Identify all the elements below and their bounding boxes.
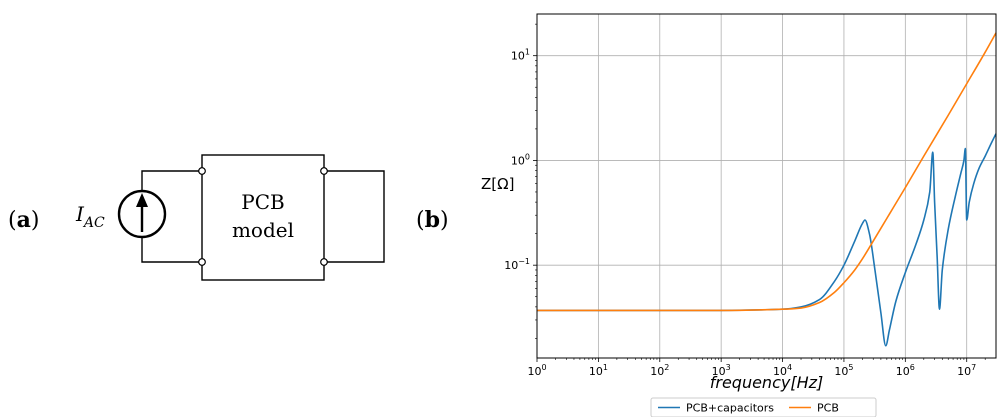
pcb-model-box bbox=[201, 154, 325, 281]
chart-tick-labels: 100 101 102 103 104 105 106 107 10−1 100 101 bbox=[504, 48, 976, 378]
terminal-in-top bbox=[198, 167, 206, 175]
x-tick-label: 103 bbox=[712, 363, 731, 378]
terminals bbox=[198, 167, 328, 266]
pcb-box-line1: PCB bbox=[241, 190, 284, 214]
chart-legend: PCB+capacitors PCB bbox=[650, 397, 877, 417]
current-source-circle bbox=[117, 189, 167, 239]
legend-label: PCB+capacitors bbox=[686, 402, 774, 415]
impedance-chart: 100 101 102 103 104 105 106 107 10−1 100 101 frequ… bbox=[481, 13, 997, 417]
chart-frame bbox=[536, 13, 997, 359]
chart-series bbox=[537, 32, 997, 347]
legend-box bbox=[650, 397, 877, 417]
x-tick-label: 101 bbox=[589, 363, 608, 378]
terminal-in-bottom bbox=[198, 258, 206, 266]
series-line-pcb bbox=[537, 32, 997, 312]
x-tick-label: 102 bbox=[650, 363, 669, 378]
x-tick-label: 100 bbox=[527, 363, 546, 378]
y-axis-label: Z[Ω] bbox=[481, 175, 514, 193]
panel-b-label: (b) bbox=[416, 207, 449, 233]
chart-grid bbox=[536, 14, 996, 358]
y-tick-label: 101 bbox=[511, 48, 530, 63]
pcb-box-line2: model bbox=[232, 218, 294, 242]
x-tick-label: 106 bbox=[896, 363, 915, 378]
terminal-out-bottom bbox=[320, 258, 328, 266]
panel-a: (a) IAC PCB model bbox=[8, 154, 385, 281]
circuit-wires bbox=[141, 170, 385, 263]
x-tick-label: 107 bbox=[957, 363, 976, 378]
terminal-out-top bbox=[320, 167, 328, 175]
x-tick-label: 104 bbox=[773, 363, 792, 378]
current-arrow-icon bbox=[136, 193, 148, 232]
y-tick-label: 100 bbox=[511, 152, 530, 167]
legend-label: PCB bbox=[817, 402, 839, 415]
y-tick-label: 10−1 bbox=[504, 257, 530, 272]
x-axis-label: frequency[Hz] bbox=[710, 373, 824, 392]
x-tick-label: 105 bbox=[834, 363, 853, 378]
panel-a-label: (a) bbox=[8, 207, 39, 233]
source-label: IAC bbox=[75, 202, 105, 231]
chart-ticks bbox=[533, 23, 986, 362]
series-line-pcb-capacitors bbox=[537, 133, 997, 347]
